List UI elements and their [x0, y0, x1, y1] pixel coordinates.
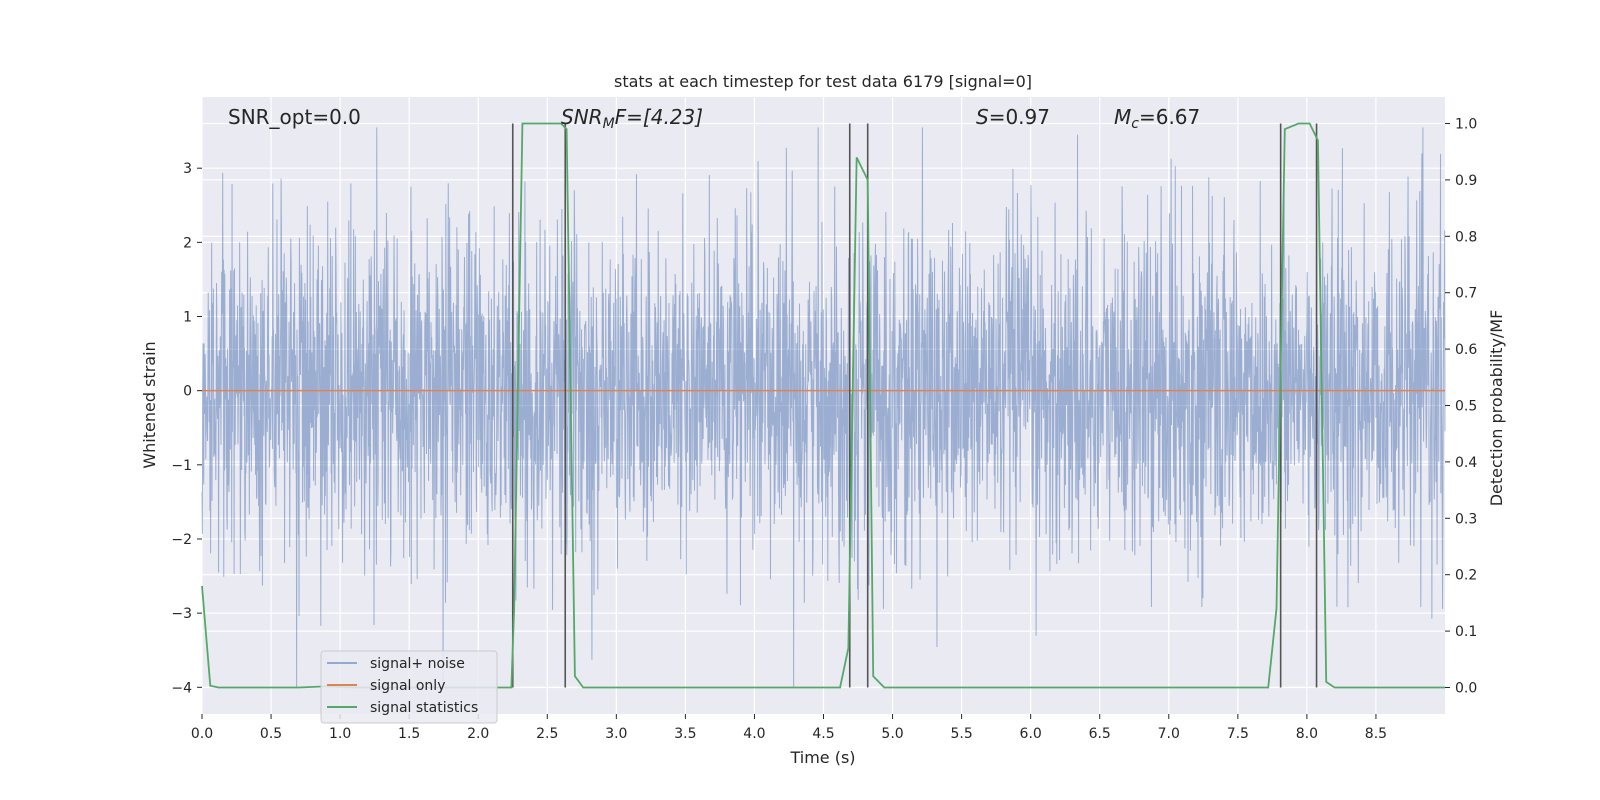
legend-box	[320, 650, 498, 724]
y-right-tick-label: 0.4	[1455, 455, 1477, 471]
legend-label-signal-only: signal only	[370, 678, 445, 694]
x-tick-label: 2.0	[467, 726, 489, 742]
y-right-tick-label: 0.1	[1455, 624, 1477, 640]
mc-value: =6.67	[1139, 105, 1200, 129]
x-tick-label: 0.5	[260, 726, 282, 742]
legend: signal+ noise signal only signal statist…	[320, 650, 498, 724]
annotation-snr-mf: SNRMF=[4.23]	[561, 105, 703, 132]
y-left-tick-label: −4	[171, 680, 192, 696]
y-left-axis-label: Whitened strain	[140, 341, 159, 468]
chart-title: stats at each timestep for test data 617…	[614, 72, 1032, 91]
snr-mf-symbol: SNR	[561, 105, 603, 129]
x-tick-label: 7.5	[1227, 726, 1249, 742]
y-right-tick-label: 0.6	[1455, 342, 1477, 358]
x-tick-label: 1.5	[398, 726, 420, 742]
y-left-tick-label: 2	[183, 235, 192, 251]
y-left-tick-label: −2	[171, 532, 192, 548]
annotation-snr-opt: SNR_opt=0.0	[228, 105, 361, 129]
x-tick-label: 6.0	[1020, 726, 1042, 742]
y-right-tick-label: 0.0	[1455, 680, 1477, 696]
x-tick-label: 6.5	[1089, 726, 1111, 742]
y-right-tick-labels: 1.0 0.9 0.8 0.7 0.6 0.5 0.4 0.3 0.2 0.1 0.0	[1445, 117, 1477, 696]
y-left-tick-label: −1	[171, 458, 192, 474]
y-right-tick-label: 0.5	[1455, 399, 1477, 415]
x-tick-label: 7.0	[1158, 726, 1180, 742]
y-right-tick-label: 0.9	[1455, 173, 1477, 189]
legend-label-statistics: signal statistics	[370, 700, 478, 716]
y-right-tick-label: 0.7	[1455, 286, 1477, 302]
x-tick-label: 5.5	[950, 726, 972, 742]
y-left-tick-label: 1	[183, 310, 192, 326]
y-left-tick-labels: 3 2 1 0 −1 −2 −3 −4	[171, 161, 202, 696]
snr-mf-f: F=[4.23]	[615, 105, 703, 129]
y-right-tick-label: 0.3	[1455, 511, 1477, 527]
y-right-tick-label: 0.8	[1455, 229, 1477, 245]
noise-trace	[201, 127, 1446, 688]
s-value: =0.97	[989, 105, 1050, 129]
y-left-tick-label: 0	[183, 384, 192, 400]
x-tick-label: 3.0	[605, 726, 627, 742]
x-tick-label: 4.5	[812, 726, 834, 742]
y-left-tick-label: −3	[171, 606, 192, 622]
x-tick-label: 2.5	[536, 726, 558, 742]
signal-plus-noise-series	[201, 127, 1446, 688]
annotation-s: S=0.97	[976, 105, 1050, 129]
x-tick-label: 1.0	[329, 726, 351, 742]
x-tick-labels: 0.0 0.5 1.0 1.5 2.0 2.5 3.0 3.5 4.0 4.5 5.0 5.5 6.0 6…	[191, 714, 1387, 742]
s-symbol: S	[976, 105, 989, 129]
snr-mf-subscript: M	[603, 116, 615, 132]
x-tick-label: 0.0	[191, 726, 213, 742]
y-right-axis-label: Detection probability/MF	[1487, 310, 1506, 507]
x-tick-label: 5.0	[881, 726, 903, 742]
y-right-tick-label: 1.0	[1455, 117, 1477, 133]
x-tick-label: 8.5	[1365, 726, 1387, 742]
mc-symbol: M	[1114, 105, 1131, 129]
legend-label-noise: signal+ noise	[370, 656, 465, 672]
x-tick-label: 4.0	[743, 726, 765, 742]
x-tick-label: 3.5	[674, 726, 696, 742]
y-right-tick-label: 0.2	[1455, 568, 1477, 584]
x-tick-label: 8.0	[1296, 726, 1318, 742]
x-axis-label: Time (s)	[789, 748, 855, 767]
mc-subscript: c	[1131, 116, 1139, 132]
y-left-tick-label: 3	[183, 161, 192, 177]
annotation-mc: Mc=6.67	[1114, 105, 1200, 132]
